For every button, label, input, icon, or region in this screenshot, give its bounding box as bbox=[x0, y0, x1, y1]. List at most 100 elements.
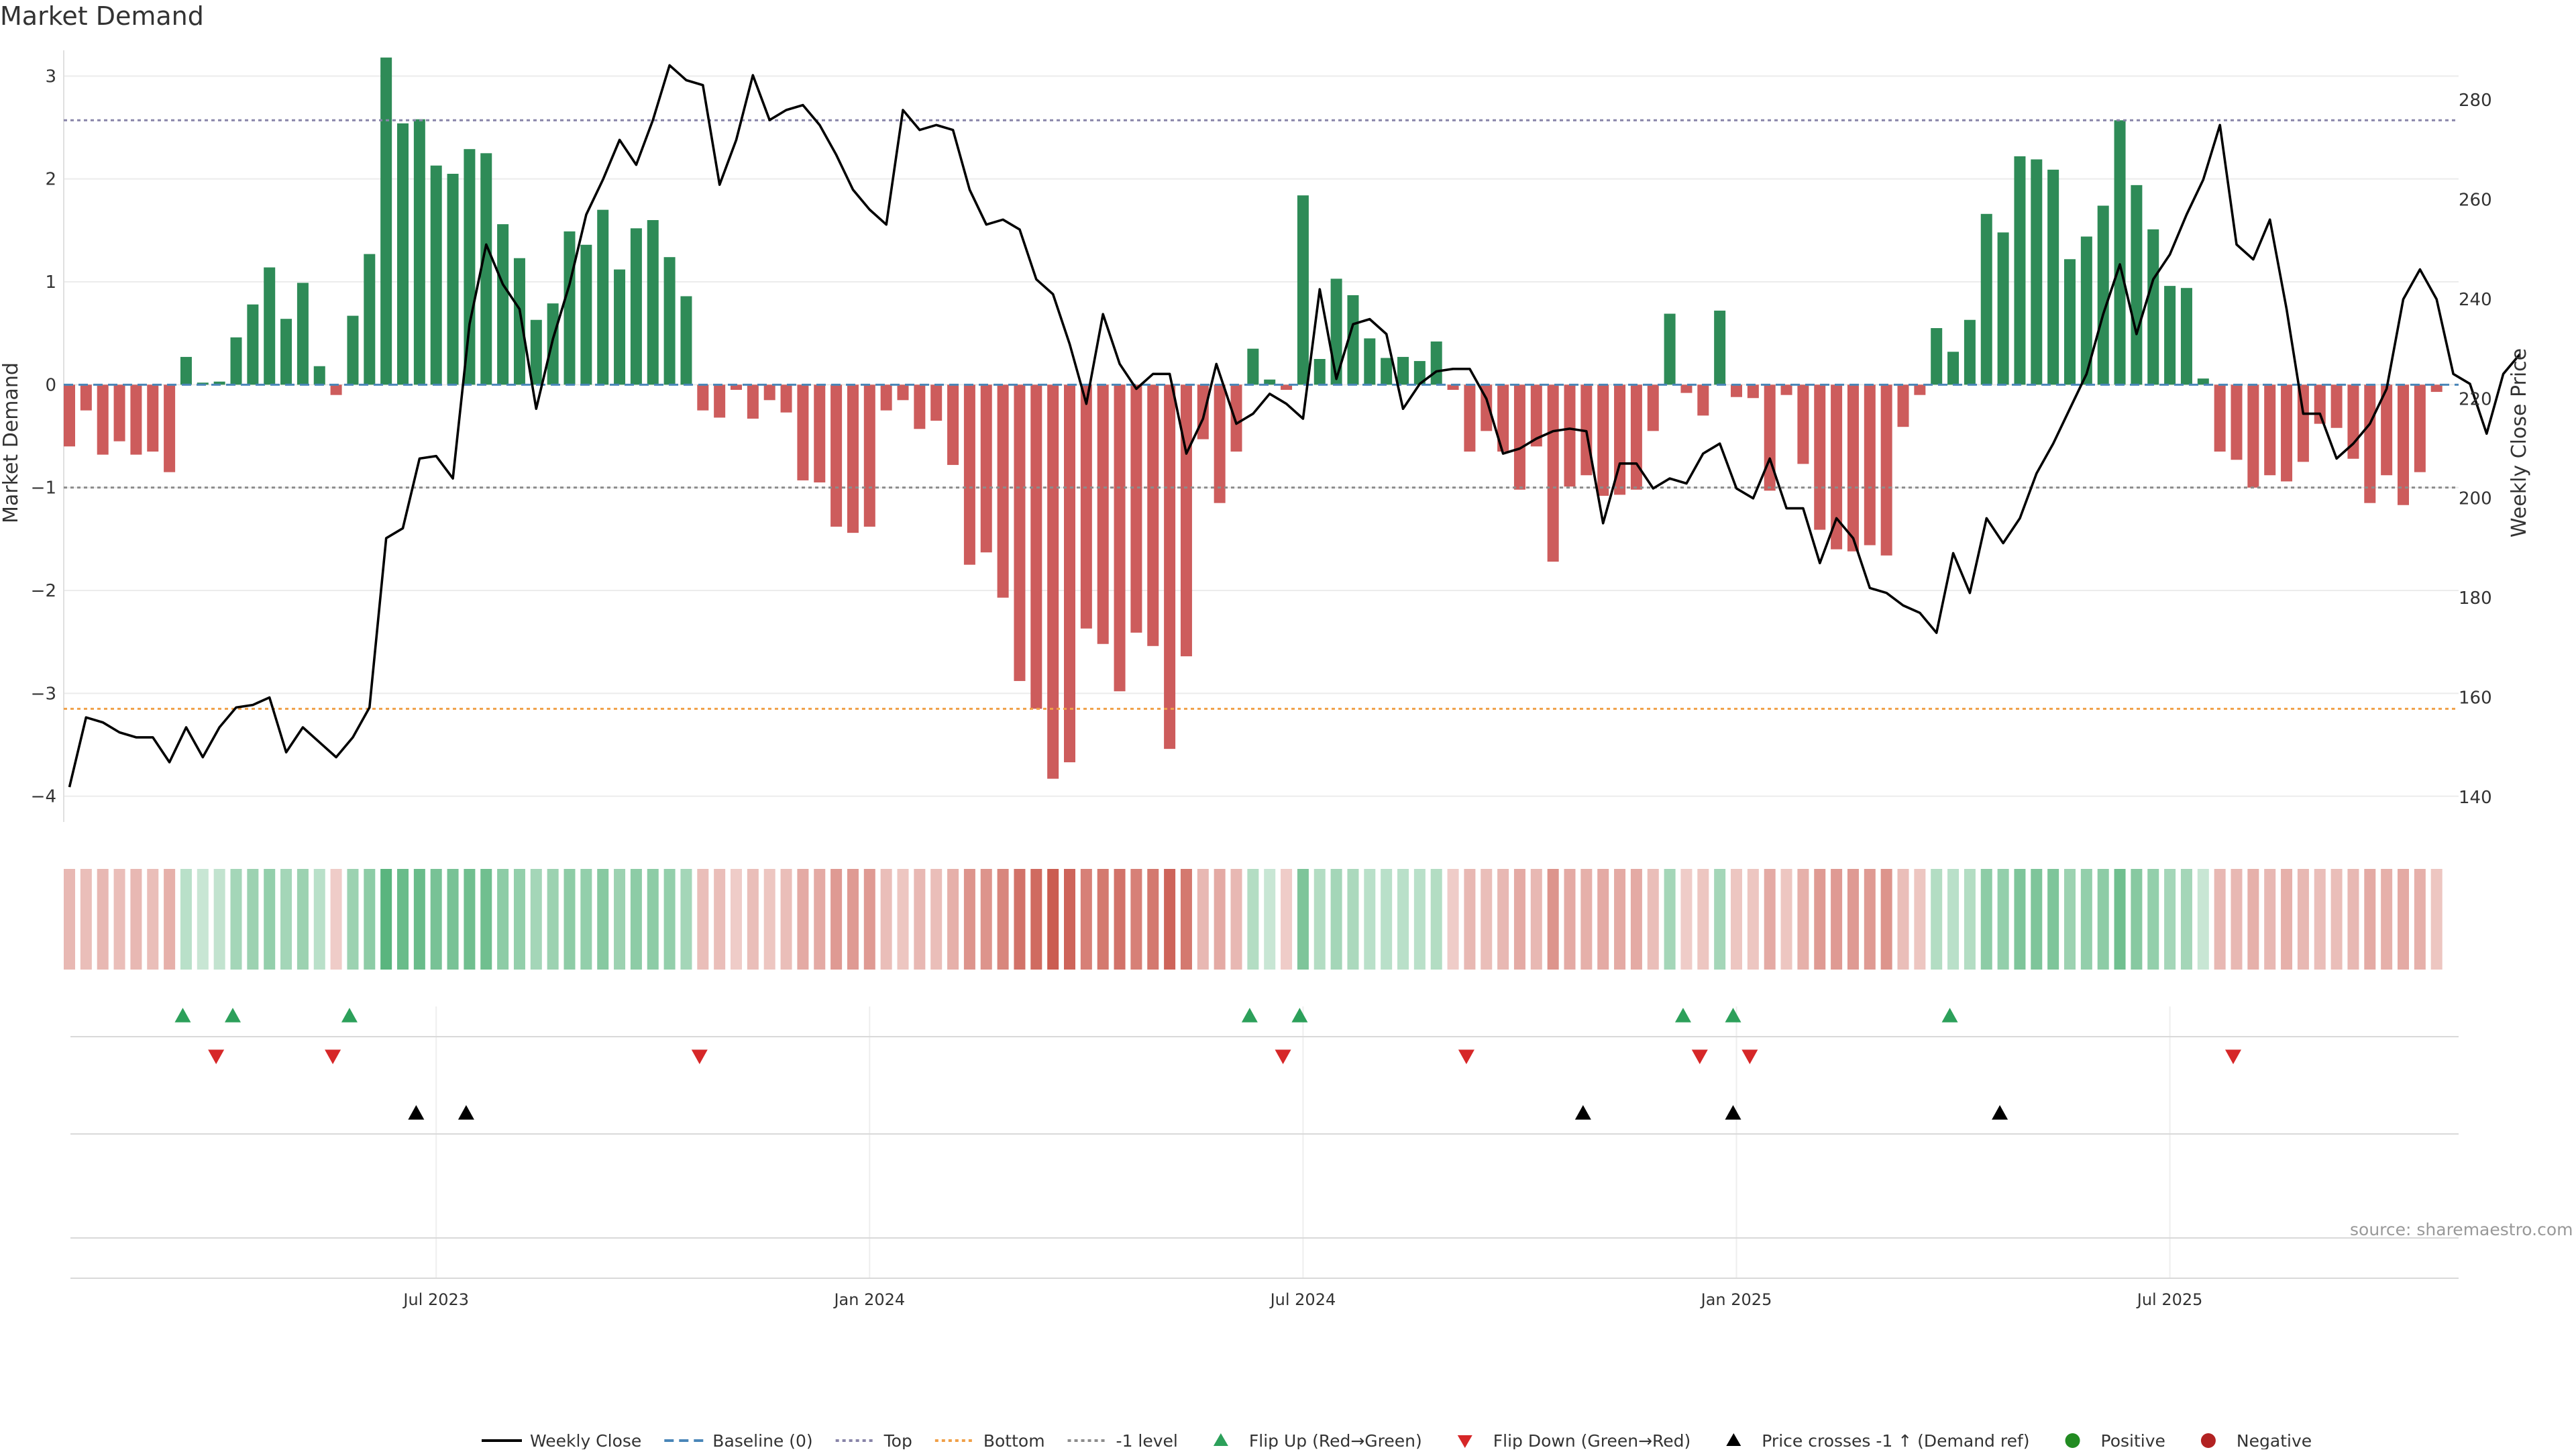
demand-strip-cell bbox=[2297, 869, 2309, 970]
demand-bar-negative bbox=[1914, 384, 1926, 395]
demand-strip-cell bbox=[980, 869, 992, 970]
demand-bar-positive bbox=[1347, 295, 1359, 385]
demand-strip-cell bbox=[1731, 869, 1742, 970]
demand-bar-negative bbox=[897, 384, 909, 401]
demand-bar-negative bbox=[1814, 384, 1826, 530]
demand-bar-positive bbox=[380, 57, 392, 385]
demand-strip-cell bbox=[513, 869, 525, 970]
demand-strip-cell bbox=[1747, 869, 1759, 970]
legend-triangle-up-swatch bbox=[1213, 1433, 1228, 1446]
demand-strip-cell bbox=[763, 869, 775, 970]
demand-bar-positive bbox=[1247, 348, 1259, 385]
demand-strip-cell bbox=[1030, 869, 1042, 970]
demand-bar-negative bbox=[1464, 384, 1476, 452]
legend-item: Bottom bbox=[934, 1431, 1045, 1451]
y-right-axis-title: Weekly Close Price bbox=[2508, 348, 2531, 537]
demand-bar-negative bbox=[1847, 384, 1859, 552]
demand-strip-cell bbox=[1697, 869, 1709, 970]
demand-bar-negative bbox=[1530, 384, 1542, 447]
demand-strip-cell bbox=[1664, 869, 1676, 970]
demand-strip-cell bbox=[197, 869, 209, 970]
demand-bar-negative bbox=[1147, 384, 1159, 646]
y-right-tick-label: 200 bbox=[2459, 489, 2492, 509]
demand-bar-positive bbox=[430, 165, 442, 385]
demand-strip-cell bbox=[1780, 869, 1792, 970]
y-left-tick-label: −3 bbox=[31, 684, 56, 704]
demand-strip-cell bbox=[1130, 869, 1142, 970]
demand-bar-negative bbox=[1230, 384, 1242, 452]
demand-bar-negative bbox=[1064, 384, 1075, 763]
y-left-tick-label: −1 bbox=[31, 478, 56, 499]
demand-bar-negative bbox=[1780, 384, 1792, 395]
demand-bar-positive bbox=[1980, 213, 1992, 385]
demand-bar-negative bbox=[1214, 384, 1226, 503]
demand-bar-negative bbox=[1630, 384, 1642, 490]
demand-bar-negative bbox=[1647, 384, 1659, 431]
legend-circle-swatch bbox=[2200, 1433, 2216, 1448]
demand-strip-cell bbox=[547, 869, 559, 970]
demand-strip-cell bbox=[1413, 869, 1426, 970]
flip-up-marker bbox=[1291, 1008, 1308, 1023]
demand-strip-cell bbox=[480, 869, 492, 970]
legend-item: Top bbox=[835, 1431, 912, 1451]
demand-bar-positive bbox=[680, 296, 692, 385]
demand-strip-cell bbox=[380, 869, 392, 970]
demand-strip-cell bbox=[2164, 869, 2176, 970]
demand-strip-cell bbox=[1647, 869, 1659, 970]
demand-strip-cell bbox=[564, 869, 576, 970]
demand-strip-cell bbox=[530, 869, 542, 970]
demand-bar-positive bbox=[2014, 156, 2026, 385]
demand-strip-cell bbox=[947, 869, 959, 970]
demand-strip-cell bbox=[2097, 869, 2109, 970]
demand-strip-cell bbox=[797, 869, 809, 970]
demand-strip-cell bbox=[1564, 869, 1576, 970]
demand-bar-negative bbox=[1180, 384, 1192, 657]
flip-down-marker bbox=[208, 1049, 225, 1064]
demand-strip-cell bbox=[2197, 869, 2209, 970]
demand-bar-negative bbox=[2247, 384, 2259, 488]
demand-strip-cell bbox=[897, 869, 909, 970]
demand-strip-cell bbox=[1297, 869, 1309, 970]
demand-strip-cell bbox=[64, 869, 75, 970]
demand-strip-cell bbox=[1064, 869, 1075, 970]
demand-strip-cell bbox=[1381, 869, 1393, 970]
demand-strip-cell bbox=[1364, 869, 1376, 970]
demand-bar-positive bbox=[1297, 195, 1309, 385]
legend-triangle-down-swatch bbox=[1457, 1435, 1472, 1448]
demand-bar-negative bbox=[80, 384, 92, 411]
demand-strip-cell bbox=[2314, 869, 2326, 970]
demand-bar-negative bbox=[980, 384, 992, 553]
demand-strip-cell bbox=[1080, 869, 1092, 970]
price-cross-marker bbox=[408, 1105, 425, 1120]
legend-item: Baseline (0) bbox=[664, 1431, 813, 1451]
demand-bar-positive bbox=[180, 356, 192, 385]
demand-bar-positive bbox=[597, 209, 609, 385]
demand-bar-positive bbox=[1413, 361, 1426, 385]
demand-bar-positive bbox=[297, 282, 309, 385]
demand-strip-cell bbox=[1447, 869, 1459, 970]
demand-bar-positive bbox=[663, 257, 676, 385]
demand-bar-negative bbox=[930, 384, 943, 421]
demand-strip-cell bbox=[1831, 869, 1843, 970]
demand-strip-cell bbox=[2047, 869, 2059, 970]
y-right-tick-label: 140 bbox=[2459, 788, 2492, 808]
demand-strip-cell bbox=[1764, 869, 1776, 970]
demand-strip-cell bbox=[597, 869, 609, 970]
demand-strip-cell bbox=[247, 869, 259, 970]
demand-strip-cell bbox=[447, 869, 459, 970]
demand-strip-cell bbox=[1397, 869, 1409, 970]
demand-strip-cell bbox=[464, 869, 476, 970]
flip-up-marker bbox=[225, 1008, 241, 1023]
demand-strip-cell bbox=[130, 869, 142, 970]
demand-strip-cell bbox=[1797, 869, 1809, 970]
y-left-tick-label: 3 bbox=[45, 66, 56, 87]
demand-bar-negative bbox=[1014, 384, 1026, 681]
legend-item: -1 level bbox=[1067, 1431, 1178, 1451]
legend-label: Baseline (0) bbox=[712, 1431, 812, 1449]
demand-bar-negative bbox=[2381, 384, 2393, 476]
demand-bar-positive bbox=[1664, 313, 1676, 385]
demand-bar-negative bbox=[830, 384, 843, 527]
demand-strip-cell bbox=[814, 869, 826, 970]
legend-label: Flip Down (Green→Red) bbox=[1493, 1431, 1691, 1449]
demand-bar-negative bbox=[2297, 384, 2309, 462]
